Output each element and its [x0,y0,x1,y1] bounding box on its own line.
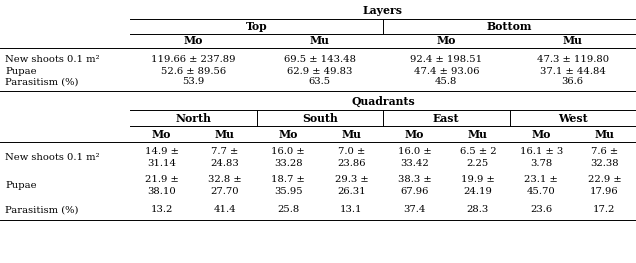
Text: New shoots 0.1 m²: New shoots 0.1 m² [5,54,100,63]
Text: Pupae: Pupae [5,181,37,190]
Text: Bottom: Bottom [487,21,532,32]
Text: North: North [176,113,211,124]
Text: 28.3: 28.3 [467,205,489,215]
Text: 7.6 ±: 7.6 ± [591,148,618,156]
Text: Mo: Mo [405,129,424,139]
Text: 62.9 ± 49.83: 62.9 ± 49.83 [287,67,352,75]
Text: 13.1: 13.1 [340,205,363,215]
Text: 47.3 ± 119.80: 47.3 ± 119.80 [537,54,609,63]
Text: 18.7 ±: 18.7 ± [271,175,305,185]
Text: Mo: Mo [279,129,298,139]
Text: 17.96: 17.96 [590,186,619,195]
Text: 119.66 ± 237.89: 119.66 ± 237.89 [151,54,235,63]
Text: South: South [302,113,338,124]
Text: 16.0 ±: 16.0 ± [398,148,431,156]
Text: 16.0 ±: 16.0 ± [272,148,305,156]
Text: 32.8 ±: 32.8 ± [208,175,242,185]
Text: West: West [558,113,588,124]
Text: 36.6: 36.6 [562,78,584,87]
Text: 69.5 ± 143.48: 69.5 ± 143.48 [284,54,356,63]
Text: Pupae: Pupae [5,67,37,75]
Text: 24.19: 24.19 [464,186,492,195]
Text: 38.10: 38.10 [148,186,176,195]
Text: Mu: Mu [342,129,361,139]
Text: 37.1 ± 44.84: 37.1 ± 44.84 [540,67,605,75]
Text: 13.2: 13.2 [151,205,173,215]
Text: 45.8: 45.8 [435,78,457,87]
Text: 53.9: 53.9 [182,78,204,87]
Text: 45.70: 45.70 [527,186,555,195]
Text: Layers: Layers [363,6,403,17]
Text: Mu: Mu [468,129,488,139]
Text: 33.28: 33.28 [274,159,303,168]
Text: 32.38: 32.38 [590,159,619,168]
Text: 6.5 ± 2: 6.5 ± 2 [460,148,496,156]
Text: Mo: Mo [152,129,171,139]
Text: 92.4 ± 198.51: 92.4 ± 198.51 [410,54,482,63]
Text: 24.83: 24.83 [211,159,239,168]
Text: 33.42: 33.42 [400,159,429,168]
Text: 3.78: 3.78 [530,159,552,168]
Text: Parasitism (%): Parasitism (%) [5,205,78,215]
Text: 41.4: 41.4 [214,205,236,215]
Text: 7.0 ±: 7.0 ± [338,148,365,156]
Text: 21.9 ±: 21.9 ± [145,175,179,185]
Text: 17.2: 17.2 [593,205,616,215]
Text: Mu: Mu [595,129,614,139]
Text: Mo: Mo [532,129,551,139]
Text: 52.6 ± 89.56: 52.6 ± 89.56 [161,67,226,75]
Text: 35.95: 35.95 [274,186,303,195]
Text: 67.96: 67.96 [401,186,429,195]
Text: 19.9 ±: 19.9 ± [461,175,495,185]
Text: Quadrants: Quadrants [351,95,415,107]
Text: 47.4 ± 93.06: 47.4 ± 93.06 [413,67,479,75]
Text: 16.1 ± 3: 16.1 ± 3 [520,148,563,156]
Text: Mu: Mu [310,36,329,47]
Text: Mu: Mu [215,129,235,139]
Text: Mu: Mu [563,36,583,47]
Text: 38.3 ±: 38.3 ± [398,175,431,185]
Text: 27.70: 27.70 [211,186,239,195]
Text: 31.14: 31.14 [147,159,176,168]
Text: 26.31: 26.31 [337,186,366,195]
Text: Mo: Mo [184,36,203,47]
Text: Mo: Mo [436,36,456,47]
Text: 25.8: 25.8 [277,205,300,215]
Text: 7.7 ±: 7.7 ± [211,148,238,156]
Text: 29.3 ±: 29.3 ± [335,175,368,185]
Text: 2.25: 2.25 [467,159,489,168]
Text: Top: Top [245,21,267,32]
Text: East: East [433,113,460,124]
Text: 23.1 ±: 23.1 ± [524,175,558,185]
Text: 23.6: 23.6 [530,205,552,215]
Text: Parasitism (%): Parasitism (%) [5,78,78,87]
Text: 14.9 ±: 14.9 ± [144,148,179,156]
Text: 22.9 ±: 22.9 ± [588,175,621,185]
Text: 63.5: 63.5 [308,78,331,87]
Text: New shoots 0.1 m²: New shoots 0.1 m² [5,153,100,162]
Text: 23.86: 23.86 [337,159,366,168]
Text: 37.4: 37.4 [403,205,426,215]
